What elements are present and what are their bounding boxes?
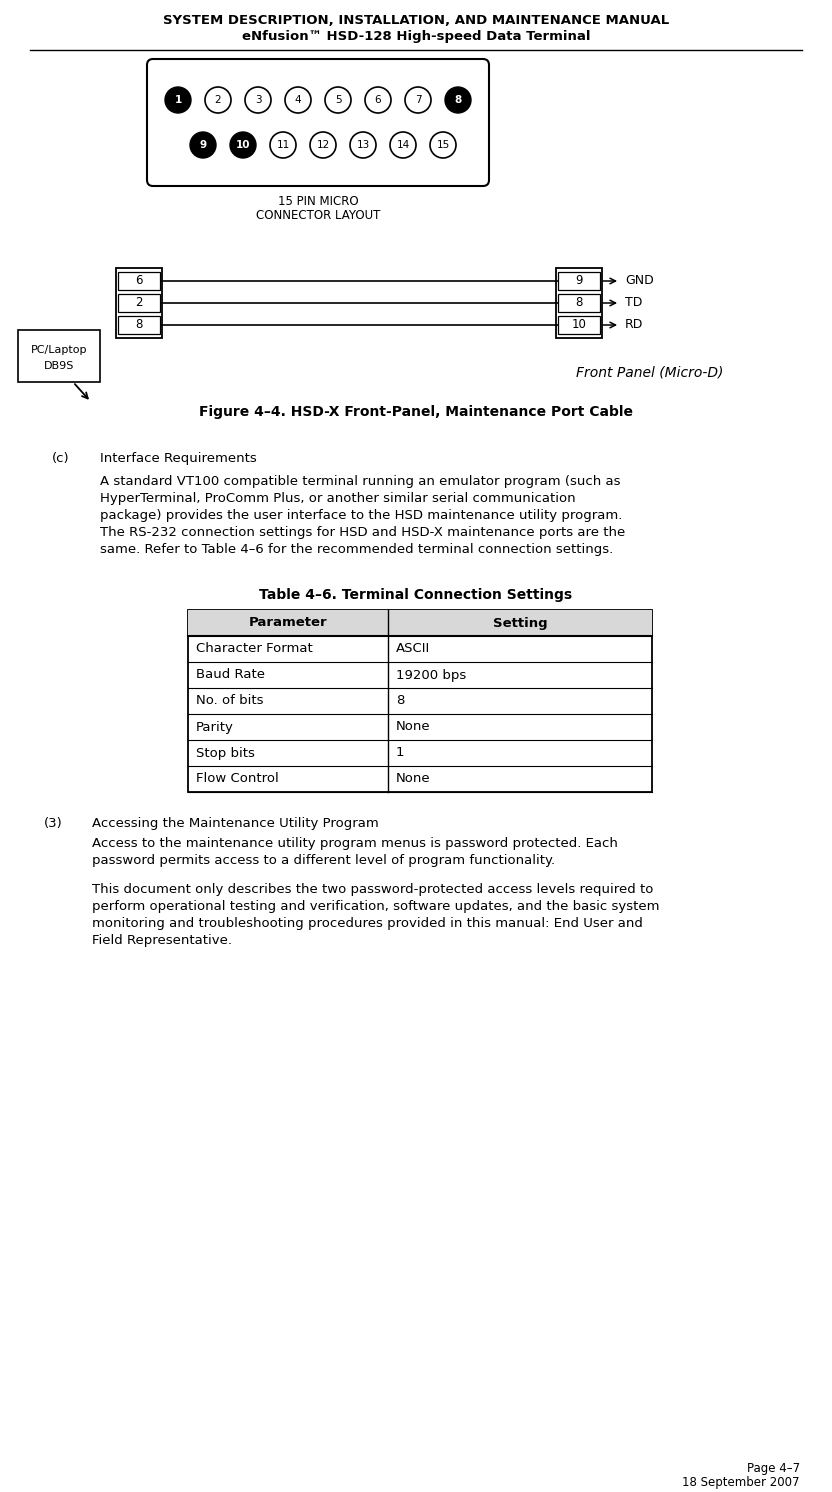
Text: DB9S: DB9S	[44, 361, 74, 372]
Text: 3: 3	[255, 95, 261, 104]
Text: same. Refer to Table 4–6 for the recommended terminal connection settings.: same. Refer to Table 4–6 for the recomme…	[100, 543, 613, 557]
Text: None: None	[396, 721, 431, 734]
Text: No. of bits: No. of bits	[196, 694, 264, 707]
Circle shape	[325, 87, 351, 113]
Text: 8: 8	[136, 318, 142, 331]
Circle shape	[390, 131, 416, 158]
Text: 9: 9	[575, 275, 582, 288]
Text: The RS-232 connection settings for HSD and HSD-X maintenance ports are the: The RS-232 connection settings for HSD a…	[100, 527, 626, 539]
Bar	[556, 269, 602, 339]
Text: monitoring and troubleshooting procedures provided in this manual: End User and: monitoring and troubleshooting procedure…	[92, 918, 643, 930]
Text: 1: 1	[175, 95, 181, 104]
Text: Character Format: Character Format	[196, 643, 313, 655]
Text: 18 September 2007: 18 September 2007	[682, 1476, 800, 1489]
Text: PC/Laptop: PC/Laptop	[31, 345, 87, 355]
Text: 8: 8	[575, 297, 582, 309]
Text: A standard VT100 compatible terminal running an emulator program (such as: A standard VT100 compatible terminal run…	[100, 474, 621, 488]
Text: ASCII: ASCII	[396, 643, 430, 655]
Circle shape	[165, 87, 191, 113]
Bar	[118, 272, 160, 289]
Circle shape	[445, 87, 471, 113]
Bar	[188, 610, 652, 792]
Text: 5: 5	[334, 95, 341, 104]
Circle shape	[245, 87, 271, 113]
Text: 4: 4	[295, 95, 301, 104]
Text: 9: 9	[200, 140, 206, 151]
Circle shape	[270, 131, 296, 158]
Text: GND: GND	[625, 275, 654, 288]
Circle shape	[285, 87, 311, 113]
Bar	[188, 610, 652, 636]
Bar	[558, 272, 600, 289]
FancyBboxPatch shape	[147, 60, 489, 186]
Text: 11: 11	[276, 140, 290, 151]
Text: TD: TD	[625, 297, 642, 309]
Text: Parity: Parity	[196, 721, 234, 734]
Text: Interface Requirements: Interface Requirements	[100, 452, 257, 466]
Text: 1: 1	[396, 746, 404, 759]
Circle shape	[190, 131, 216, 158]
Text: CONNECTOR LAYOUT: CONNECTOR LAYOUT	[255, 209, 380, 222]
Bar	[118, 294, 160, 312]
Text: perform operational testing and verification, software updates, and the basic sy: perform operational testing and verifica…	[92, 900, 660, 913]
Text: 10: 10	[235, 140, 250, 151]
Bar	[118, 316, 160, 334]
Text: 8: 8	[396, 694, 404, 707]
Text: Flow Control: Flow Control	[196, 773, 279, 785]
Text: Parameter: Parameter	[249, 616, 327, 630]
Circle shape	[230, 131, 256, 158]
Text: 7: 7	[414, 95, 421, 104]
Text: 2: 2	[215, 95, 221, 104]
Text: (3): (3)	[44, 818, 62, 830]
Text: 10: 10	[572, 318, 587, 331]
Text: HyperTerminal, ProComm Plus, or another similar serial communication: HyperTerminal, ProComm Plus, or another …	[100, 492, 576, 504]
Text: Table 4–6. Terminal Connection Settings: Table 4–6. Terminal Connection Settings	[260, 588, 572, 601]
Text: None: None	[396, 773, 431, 785]
Text: 15 PIN MICRO: 15 PIN MICRO	[278, 195, 359, 207]
Text: SYSTEM DESCRIPTION, INSTALLATION, AND MAINTENANCE MANUAL: SYSTEM DESCRIPTION, INSTALLATION, AND MA…	[163, 13, 669, 27]
Bar	[18, 330, 100, 382]
Text: Setting: Setting	[493, 616, 547, 630]
Text: Field Representative.: Field Representative.	[92, 934, 232, 947]
Circle shape	[430, 131, 456, 158]
Text: Accessing the Maintenance Utility Program: Accessing the Maintenance Utility Progra…	[92, 818, 379, 830]
Text: 13: 13	[356, 140, 369, 151]
Text: Baud Rate: Baud Rate	[196, 668, 265, 682]
Text: (c): (c)	[52, 452, 70, 466]
Circle shape	[310, 131, 336, 158]
Text: 6: 6	[136, 275, 143, 288]
Text: 2: 2	[136, 297, 143, 309]
Circle shape	[205, 87, 231, 113]
Text: 8: 8	[454, 95, 462, 104]
Text: 19200 bps: 19200 bps	[396, 668, 466, 682]
Text: 14: 14	[396, 140, 409, 151]
Text: 12: 12	[316, 140, 329, 151]
Text: This document only describes the two password-protected access levels required t: This document only describes the two pas…	[92, 883, 653, 897]
Bar	[558, 316, 600, 334]
Text: Access to the maintenance utility program menus is password protected. Each: Access to the maintenance utility progra…	[92, 837, 618, 850]
Circle shape	[365, 87, 391, 113]
Text: Page 4–7: Page 4–7	[747, 1462, 800, 1476]
Bar	[558, 294, 600, 312]
Text: package) provides the user interface to the HSD maintenance utility program.: package) provides the user interface to …	[100, 509, 622, 522]
Text: eNfusion™ HSD-128 High-speed Data Terminal: eNfusion™ HSD-128 High-speed Data Termin…	[242, 30, 590, 43]
Text: Front Panel (Micro-D): Front Panel (Micro-D)	[577, 366, 724, 379]
Text: RD: RD	[625, 318, 643, 331]
Text: 15: 15	[436, 140, 449, 151]
Text: 6: 6	[374, 95, 381, 104]
Bar	[116, 269, 162, 339]
Circle shape	[405, 87, 431, 113]
Text: password permits access to a different level of program functionality.: password permits access to a different l…	[92, 853, 555, 867]
Circle shape	[350, 131, 376, 158]
Text: Stop bits: Stop bits	[196, 746, 255, 759]
Text: Figure 4–4. HSD-X Front-Panel, Maintenance Port Cable: Figure 4–4. HSD-X Front-Panel, Maintenan…	[199, 404, 633, 419]
